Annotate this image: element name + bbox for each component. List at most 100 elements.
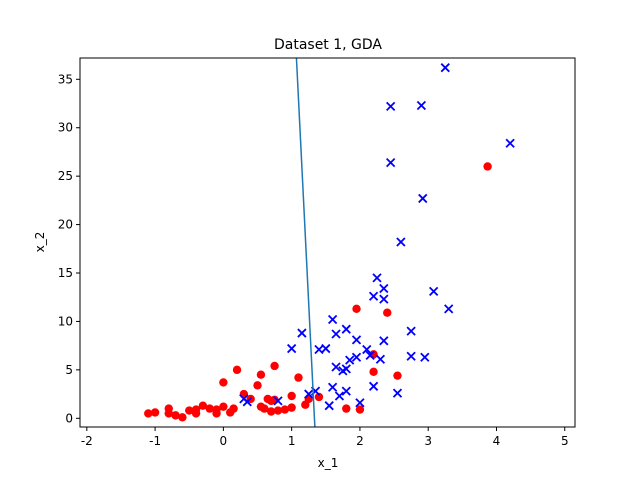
data-point-circle xyxy=(144,409,153,418)
data-point-circle xyxy=(280,405,290,414)
data-point-x xyxy=(351,335,362,345)
y-tick-label: 10 xyxy=(58,314,73,328)
plot-border xyxy=(79,57,576,428)
data-point-x xyxy=(331,362,341,372)
x-tick-label: 0 xyxy=(220,434,228,448)
data-point-x xyxy=(327,314,338,325)
data-point-x xyxy=(386,157,396,168)
decision-boundary-line xyxy=(295,57,316,428)
x-tick-label: -1 xyxy=(149,434,161,448)
data-point-circle xyxy=(256,370,266,379)
data-point-circle xyxy=(287,391,296,401)
data-point-circle xyxy=(212,405,221,414)
data-point-circle xyxy=(483,162,492,171)
data-point-x xyxy=(355,398,365,408)
data-point-circle xyxy=(342,404,351,413)
data-point-x xyxy=(379,294,389,304)
data-point-x xyxy=(321,343,331,354)
data-point-x xyxy=(440,63,450,73)
data-point-x xyxy=(368,291,379,301)
x-tick-label: 4 xyxy=(493,434,501,448)
data-point-circle xyxy=(205,404,214,413)
y-tick-label: 0 xyxy=(65,411,73,425)
data-point-x xyxy=(406,351,416,361)
data-point-x xyxy=(242,397,252,407)
data-point-circle xyxy=(393,371,402,380)
data-point-x xyxy=(379,283,389,294)
data-point-circle xyxy=(314,392,324,402)
data-point-x xyxy=(375,354,386,364)
data-point-circle xyxy=(294,373,303,382)
data-point-x xyxy=(386,101,396,112)
data-point-x xyxy=(362,344,372,355)
data-point-x xyxy=(365,350,375,360)
data-point-x xyxy=(304,389,314,399)
data-point-x xyxy=(334,391,345,401)
data-point-x xyxy=(341,386,351,396)
data-point-x xyxy=(324,401,334,411)
data-point-circle xyxy=(287,403,296,412)
x-tick-label: 3 xyxy=(424,434,432,448)
data-points-layer xyxy=(144,63,515,422)
data-point-circle xyxy=(219,378,228,387)
y-axis-label: x_2 xyxy=(33,232,47,253)
data-point-x xyxy=(392,388,403,398)
data-point-circle xyxy=(198,401,208,410)
x-tick-label: 1 xyxy=(288,434,296,448)
data-point-circle xyxy=(219,402,228,411)
y-tick-label: 15 xyxy=(58,266,73,280)
y-tick-label: 25 xyxy=(58,169,73,183)
y-tick-label: 35 xyxy=(58,72,73,86)
y-axis-ticks: 0 5 10 15 20 25 30 35 xyxy=(58,72,80,425)
data-point-x xyxy=(372,273,382,283)
data-point-x xyxy=(379,336,389,346)
data-point-circle xyxy=(164,404,173,413)
data-point-x xyxy=(273,396,283,406)
chart-title: Dataset 1, GDA xyxy=(274,37,382,53)
data-point-x xyxy=(331,329,341,339)
y-tick-label: 30 xyxy=(58,121,73,135)
data-point-circle xyxy=(355,405,365,414)
data-point-x xyxy=(341,364,351,374)
data-point-x xyxy=(406,326,416,336)
x-tick-label: 5 xyxy=(561,434,569,448)
data-point-circle xyxy=(260,404,269,413)
data-point-x xyxy=(420,352,430,362)
data-point-circle xyxy=(171,411,180,420)
data-point-circle xyxy=(229,404,238,413)
data-point-x xyxy=(368,381,379,391)
data-point-circle xyxy=(383,308,392,317)
data-point-circle xyxy=(369,367,378,376)
data-point-x xyxy=(345,355,355,365)
data-point-x xyxy=(341,324,351,334)
data-point-x xyxy=(444,304,454,314)
data-point-circle xyxy=(178,413,187,422)
data-point-circle xyxy=(185,406,194,415)
decision-boundary-layer xyxy=(295,57,316,428)
data-point-circle xyxy=(253,381,262,390)
data-point-x xyxy=(429,286,439,297)
data-point-circle xyxy=(191,405,201,414)
x-axis-label: x_1 xyxy=(318,456,339,470)
data-point-circle xyxy=(270,361,279,371)
x-tick-label: 2 xyxy=(356,434,364,448)
data-point-circle xyxy=(273,406,283,415)
data-point-x xyxy=(396,237,406,247)
y-tick-label: 5 xyxy=(65,363,73,377)
data-point-x xyxy=(297,328,307,338)
y-tick-label: 20 xyxy=(58,218,73,232)
data-point-x xyxy=(416,100,427,111)
data-point-x xyxy=(351,352,362,362)
data-point-circle xyxy=(352,304,361,314)
data-point-x xyxy=(287,343,297,354)
data-point-circle xyxy=(150,408,160,417)
data-point-x xyxy=(418,193,428,204)
plot-area xyxy=(80,58,575,427)
data-point-circle xyxy=(232,365,242,375)
data-point-circle xyxy=(266,407,276,416)
data-point-x xyxy=(505,138,515,148)
data-point-x xyxy=(327,382,338,392)
x-tick-label: -2 xyxy=(81,434,93,448)
x-axis-ticks: -2 -1 0 1 2 3 4 5 xyxy=(81,427,569,448)
